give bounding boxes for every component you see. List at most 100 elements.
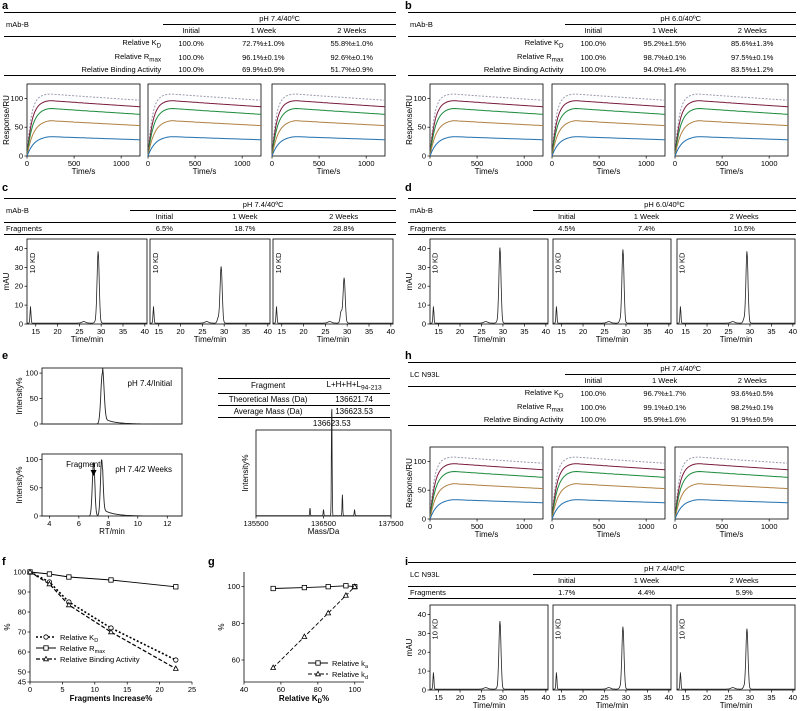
col-header: 1 Week (652, 376, 678, 385)
data-point (107, 628, 115, 635)
tick-label: 25 (198, 327, 206, 336)
tick-label: 30 (343, 327, 351, 336)
tick-label: 20 (15, 282, 23, 291)
sensorgram-curve (147, 120, 262, 157)
sensorgram-curve (429, 100, 544, 157)
tick-label: 40 (542, 327, 550, 336)
col-header: 2 Weeks (729, 576, 759, 585)
tick-label: 12 (163, 519, 171, 528)
tick-label: 15 (434, 693, 442, 702)
tick-label: 20 (579, 327, 587, 336)
data-point (325, 609, 332, 616)
series-line (273, 585, 355, 589)
plot-frame (272, 238, 394, 325)
x-axis-label: Relative KD% (279, 694, 329, 705)
cell: 98.2%±0.1% (730, 402, 774, 412)
marker-label: 10 KD (274, 252, 283, 273)
tick-label: 40 (418, 244, 426, 253)
data-point (46, 571, 53, 577)
sensorgram-curve (429, 463, 544, 520)
sensorgram-curve (147, 93, 262, 157)
tick-label: 35 (643, 693, 651, 702)
sensorgram-curve (551, 470, 666, 520)
cell: 5.9% (735, 588, 753, 597)
panel-label-c: c (2, 182, 9, 194)
tick-label: 0 (673, 159, 677, 168)
tick-label: 40 (542, 693, 550, 702)
tick-label: 500 (716, 522, 729, 531)
data-point (315, 660, 321, 666)
cell: 100.0% (178, 65, 204, 74)
tick-label: 0 (673, 522, 677, 531)
sensorgram-curve (674, 483, 789, 520)
sensorgram-curve (26, 107, 141, 157)
tick-label: 0 (19, 152, 23, 161)
legend-label: Relative kd (332, 670, 368, 681)
tick-label: 50 (418, 123, 426, 132)
condition: pH 6.0/40ºC (565, 12, 796, 25)
tick-label: 50 (18, 668, 26, 677)
data-point (172, 665, 179, 671)
col-header: 1 Week (652, 26, 678, 35)
cell: 100.0% (580, 389, 606, 399)
col-header: 2 Weeks (337, 26, 367, 35)
sensorgram-curve (271, 136, 385, 157)
data-point (270, 585, 276, 592)
tick-label: 500 (716, 159, 729, 168)
panel-label-f: f (2, 556, 6, 568)
frag-table-d: mAb-B pH 6.0/40ºC Initial 1 Week 2 Weeks F… (408, 198, 796, 235)
cell: 18.7% (234, 224, 256, 233)
chromatogram-trace (27, 251, 147, 324)
tick-label: 20 (418, 648, 426, 657)
x-axis-label: Time/min (71, 335, 104, 344)
data-point (108, 577, 114, 583)
col-header: L+H+H+L94-213 (326, 380, 382, 392)
tick-label: 25 (321, 327, 329, 336)
spr-table-b: mAb-B pH 6.0/40ºC Initial 1 Week 2 Weeks R… (408, 12, 796, 76)
col-header: 2 Weeks (737, 376, 767, 385)
condition: pH 7.4/40ºC (163, 12, 396, 25)
tick-label: 10 (15, 301, 23, 310)
col-header: 1 Week (633, 212, 660, 221)
tick-label: 1000 (638, 159, 655, 168)
plot-frame (429, 238, 549, 325)
condition: pH 7.4/40ºC (533, 562, 796, 575)
tick-label: 20 (456, 327, 464, 336)
condition-label: pH 7.4/Initial (128, 379, 173, 388)
panel-label-i: i (405, 556, 409, 568)
data-point (65, 601, 72, 608)
tick-label: 0 (422, 320, 426, 329)
sensorgram-curve (26, 120, 141, 157)
tick-label: 30 (220, 327, 228, 336)
cell: 69.9%±0.9% (242, 65, 285, 74)
data-point (301, 584, 307, 591)
chromatogram-trace (273, 277, 393, 324)
x-axis-label: RT/min (99, 527, 125, 536)
tick-label: 25 (600, 327, 608, 336)
x-axis-label: Time/s (597, 167, 621, 176)
tick-label: 1000 (761, 159, 778, 168)
cell: 99.1%±0.1% (643, 402, 686, 412)
sensorgram-curve (26, 136, 140, 157)
row-label: Relative Rmax (517, 51, 564, 64)
tick-label: 35 (520, 327, 528, 336)
x-axis-label: Time/s (720, 530, 744, 539)
tick-label: 35 (242, 327, 250, 336)
tick-label: 25 (477, 327, 485, 336)
tick-label: 137500 (378, 519, 403, 528)
sensorgram-curve (674, 100, 789, 157)
tick-label: 0 (422, 152, 426, 161)
cell: 55.8%±1.0% (330, 39, 373, 49)
row-label: Fragments (410, 224, 446, 233)
cell: Average Mass (Da) (233, 406, 303, 416)
cell: 7.4% (637, 224, 655, 233)
col-header: 1 Week (633, 576, 660, 585)
sensorgram-curve (551, 483, 666, 520)
spr-table-a: mAb-B pH 7.4/40ºC Initial 1 Week 2 Weeks R… (4, 12, 396, 76)
x-axis-label: Time/min (473, 701, 506, 710)
tick-label: 0 (270, 159, 274, 168)
tick-label: 35 (643, 327, 651, 336)
tick-label: 500 (68, 159, 81, 168)
spr-table-h: LC N93L pH 7.4/40ºC Initial 1 Week 2 Weeks… (408, 362, 796, 426)
tick-label: 30 (499, 693, 507, 702)
